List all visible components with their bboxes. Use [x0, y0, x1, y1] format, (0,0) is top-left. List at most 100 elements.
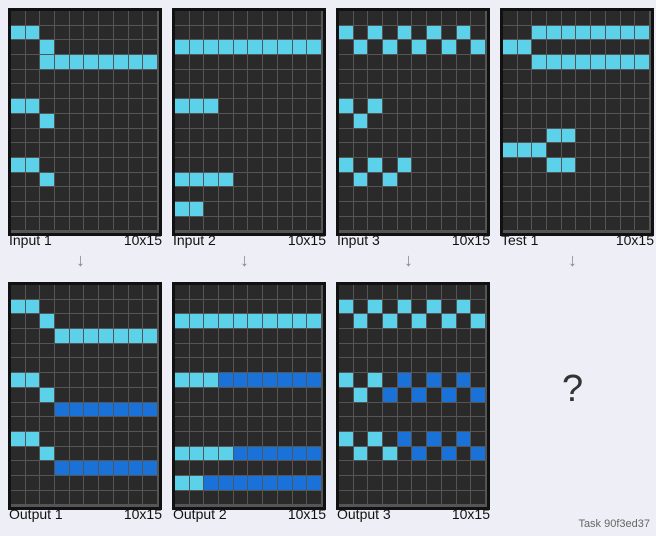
- grid-cell: [233, 490, 248, 505]
- grid-cell: [427, 187, 441, 201]
- grid-cell: [128, 84, 143, 99]
- grid-cell: [517, 69, 532, 84]
- grid-cell: [219, 417, 233, 431]
- grid-cell: [397, 431, 412, 446]
- grid-cell: [397, 387, 412, 402]
- grid-cell: [219, 490, 233, 505]
- grid-cell: [339, 40, 353, 55]
- grid-cell: [412, 201, 427, 216]
- grid-cell: [128, 55, 143, 69]
- grid-cell: [55, 113, 69, 128]
- grid-cell: [532, 55, 547, 69]
- grid-cell: [113, 187, 128, 201]
- grid-cell: [11, 299, 25, 314]
- grid-cell: [204, 157, 219, 172]
- grid-cell: [547, 128, 561, 143]
- grid-cell: [204, 69, 219, 84]
- grid-cell: [143, 446, 157, 461]
- grid-cell: [605, 84, 620, 99]
- grid-cell: [40, 11, 55, 25]
- grid-cell: [292, 329, 307, 343]
- grid-cell: [263, 216, 277, 231]
- grid-cell: [339, 172, 353, 187]
- grid-cell: [307, 11, 321, 25]
- grid-cell: [441, 99, 456, 113]
- grid-cell: [620, 216, 635, 231]
- grid-cell: [441, 446, 456, 461]
- grid-cell: [441, 358, 456, 373]
- grid-cell: [189, 417, 204, 431]
- grid-cell: [175, 99, 189, 113]
- grid-cell: [412, 358, 427, 373]
- grid-cell: [277, 475, 292, 490]
- grid-cell: [620, 128, 635, 143]
- grid-cell: [233, 187, 248, 201]
- grid-cell: [292, 417, 307, 431]
- grid-cell: [233, 69, 248, 84]
- grid-cell: [189, 285, 204, 299]
- grid-cell: [277, 490, 292, 505]
- grid-cell: [277, 417, 292, 431]
- grid-cell: [69, 143, 84, 157]
- grid-cell: [263, 11, 277, 25]
- grid-cell: [620, 40, 635, 55]
- grid-cell: [219, 84, 233, 99]
- grid-cell: [503, 84, 517, 99]
- grid-cell: [84, 84, 99, 99]
- grid-cell: [635, 157, 649, 172]
- grid-cell: [307, 343, 321, 358]
- grid-cell: [441, 461, 456, 475]
- grid-cell: [84, 25, 99, 40]
- grid-cell: [233, 128, 248, 143]
- grid-cell: [128, 387, 143, 402]
- grid-cell: [277, 285, 292, 299]
- down-arrow-icon: ↓: [76, 250, 85, 270]
- grid-cell: [576, 157, 591, 172]
- grid-cell: [99, 99, 113, 113]
- grid-cell: [339, 25, 353, 40]
- grid-cell: [233, 475, 248, 490]
- grid-cell: [427, 11, 441, 25]
- grid-cell: [143, 343, 157, 358]
- grid-cell: [412, 157, 427, 172]
- label-input-3: Input 3: [337, 232, 380, 248]
- grid-cell: [11, 358, 25, 373]
- grid-cell: [84, 431, 99, 446]
- grid-cell: [25, 461, 40, 475]
- grid-cell: [397, 113, 412, 128]
- grid-cell: [353, 25, 368, 40]
- size-output-3: 10x15: [451, 506, 490, 522]
- grid-cell: [189, 201, 204, 216]
- grid-cell: [11, 373, 25, 387]
- grid-cell: [353, 431, 368, 446]
- grid-cell: [40, 402, 55, 417]
- grid-cell: [113, 216, 128, 231]
- size-input-3: 10x15: [451, 232, 490, 248]
- grid-cell: [175, 402, 189, 417]
- grid-cell: [532, 216, 547, 231]
- grid-cell: [84, 387, 99, 402]
- grid-cell: [471, 475, 485, 490]
- grid-cell: [307, 373, 321, 387]
- grid-cell: [339, 143, 353, 157]
- grid-cell: [84, 69, 99, 84]
- grid-cell: [471, 446, 485, 461]
- grid-cell: [427, 25, 441, 40]
- grid-cell: [99, 446, 113, 461]
- grid-cell: [11, 172, 25, 187]
- grid-cell: [353, 343, 368, 358]
- grid-cell: [25, 11, 40, 25]
- grid-cell: [219, 343, 233, 358]
- grid-cell: [353, 461, 368, 475]
- grid-cell: [175, 490, 189, 505]
- grid-cell: [427, 417, 441, 431]
- grid-cell: [128, 40, 143, 55]
- grid-cell: [353, 172, 368, 187]
- grid-cell: [128, 216, 143, 231]
- grid-cell: [339, 201, 353, 216]
- grid-cell: [175, 461, 189, 475]
- grid-cell: [517, 40, 532, 55]
- grid-cell: [219, 172, 233, 187]
- grid-cell: [412, 417, 427, 431]
- grid-cell: [427, 143, 441, 157]
